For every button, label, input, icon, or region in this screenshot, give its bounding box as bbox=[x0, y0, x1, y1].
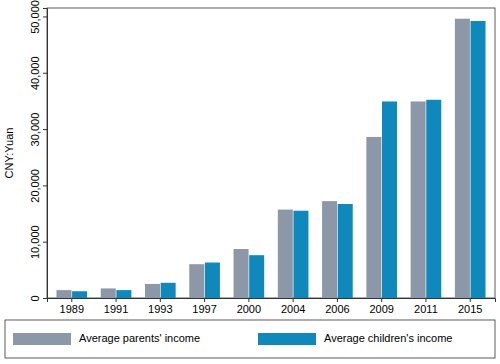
x-tick-mark bbox=[337, 298, 338, 302]
plot-area: 010,00020,00030,00040,00050,000198919911… bbox=[29, 0, 496, 315]
bar bbox=[205, 263, 220, 298]
y-tick-mark bbox=[43, 16, 47, 17]
x-tick-label: 1989 bbox=[60, 303, 84, 315]
x-tick-label: 2009 bbox=[369, 303, 393, 315]
bar bbox=[471, 21, 486, 298]
x-tick-label: 2011 bbox=[414, 303, 438, 315]
y-tick-label: 0 bbox=[29, 295, 41, 301]
y-tick: 0 bbox=[29, 295, 47, 301]
x-tick: 2006 bbox=[325, 298, 349, 315]
bar bbox=[189, 264, 204, 298]
bar bbox=[249, 255, 264, 298]
bar bbox=[145, 284, 160, 298]
legend-box bbox=[5, 320, 495, 358]
x-tick: 1991 bbox=[104, 298, 128, 315]
x-tick-mark bbox=[160, 298, 161, 302]
bar bbox=[366, 137, 381, 298]
bar bbox=[234, 249, 249, 298]
x-tick-mark bbox=[425, 298, 426, 302]
bar bbox=[278, 210, 293, 298]
bar bbox=[293, 211, 308, 298]
x-axis: 1989 1991 1993 1997 2000 2004 2006 2009 2011 2015 bbox=[48, 298, 496, 315]
y-tick-label: 40,000 bbox=[29, 56, 41, 90]
x-tick-mark bbox=[71, 298, 72, 302]
y-axis-title: CNY:Yuan bbox=[3, 128, 15, 179]
x-tick-label: 1993 bbox=[148, 303, 172, 315]
y-tick: 30,000 bbox=[29, 113, 47, 147]
bar bbox=[72, 291, 87, 298]
x-tick-mark bbox=[470, 298, 471, 302]
x-tick-label: 2015 bbox=[458, 303, 482, 315]
bar bbox=[116, 290, 131, 298]
x-tick-label: 2006 bbox=[325, 303, 349, 315]
y-tick-label: 10,000 bbox=[29, 225, 41, 259]
legend-swatch bbox=[13, 333, 71, 345]
y-axis: 0 10,000 20,000 30,000 40,000 50,000 bbox=[29, 0, 48, 301]
y-tick: 40,000 bbox=[29, 56, 47, 90]
x-tick-label: 1997 bbox=[192, 303, 216, 315]
bar bbox=[101, 288, 116, 298]
y-axis-line bbox=[43, 9, 48, 299]
bar-series bbox=[56, 19, 469, 298]
x-axis-line bbox=[48, 299, 496, 303]
bar bbox=[382, 101, 397, 298]
y-tick-mark bbox=[43, 185, 47, 186]
legend-label: Average parents' income bbox=[79, 332, 200, 344]
bars bbox=[56, 19, 485, 298]
x-tick-label: 2004 bbox=[281, 303, 305, 315]
y-tick-label: 50,000 bbox=[29, 0, 41, 34]
x-tick: 2000 bbox=[237, 298, 261, 315]
legend: Average parents' income Average children'… bbox=[5, 320, 495, 358]
x-tick-label: 2000 bbox=[237, 303, 261, 315]
plot-frame bbox=[47, 8, 495, 298]
chart: 010,00020,00030,00040,00050,000198919911… bbox=[0, 0, 500, 364]
bar bbox=[426, 100, 441, 298]
x-tick-mark bbox=[293, 298, 294, 302]
y-tick-mark bbox=[43, 73, 47, 74]
x-tick: 1997 bbox=[192, 298, 216, 315]
y-tick: 20,000 bbox=[29, 169, 47, 203]
bar-series bbox=[72, 21, 485, 298]
y-tick-label: 30,000 bbox=[29, 113, 41, 147]
y-tick-mark bbox=[43, 242, 47, 243]
x-tick: 2009 bbox=[369, 298, 393, 315]
x-tick: 1989 bbox=[60, 298, 84, 315]
legend-swatch bbox=[258, 333, 316, 345]
x-tick-mark bbox=[116, 298, 117, 302]
x-tick-mark bbox=[204, 298, 205, 302]
y-tick-mark bbox=[43, 129, 47, 130]
x-tick: 2011 bbox=[414, 298, 438, 315]
bar bbox=[455, 19, 470, 298]
bar bbox=[161, 283, 176, 298]
bar bbox=[411, 101, 426, 298]
x-tick-mark bbox=[381, 298, 382, 302]
x-tick-label: 1991 bbox=[104, 303, 128, 315]
legend-label: Average children's income bbox=[324, 332, 452, 344]
x-tick-mark bbox=[248, 298, 249, 302]
bar bbox=[56, 290, 71, 298]
x-tick: 1993 bbox=[148, 298, 172, 315]
y-tick-label: 20,000 bbox=[29, 169, 41, 203]
y-tick: 10,000 bbox=[29, 225, 47, 259]
x-tick: 2015 bbox=[458, 298, 482, 315]
bar bbox=[338, 204, 353, 298]
y-tick: 50,000 bbox=[29, 0, 47, 34]
bar bbox=[322, 201, 337, 298]
y-tick-mark bbox=[43, 298, 47, 299]
x-tick: 2004 bbox=[281, 298, 305, 315]
